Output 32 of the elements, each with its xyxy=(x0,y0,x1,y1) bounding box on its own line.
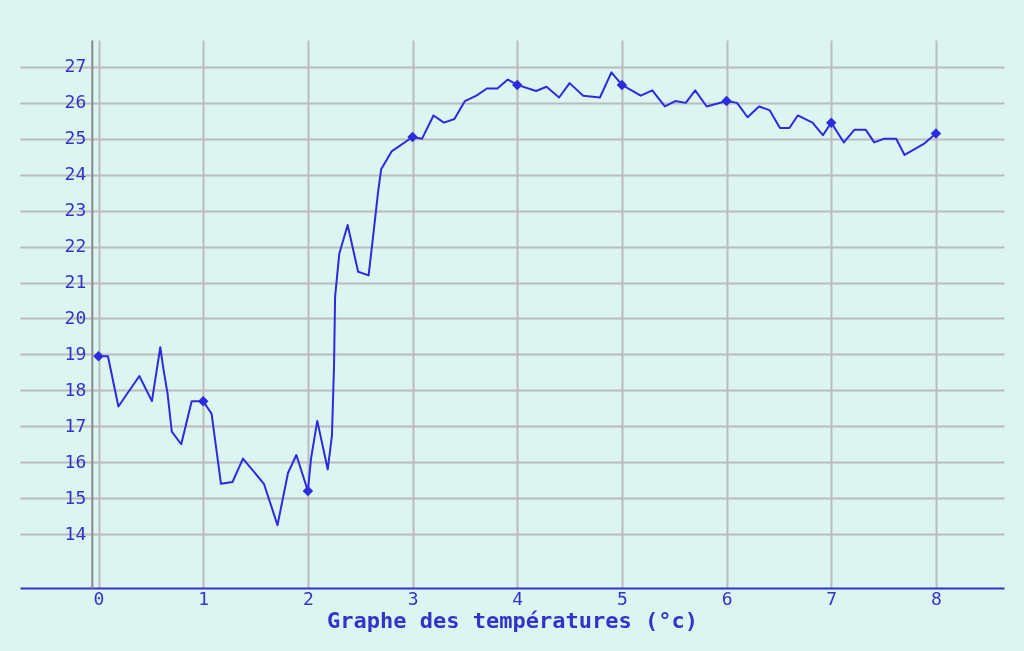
x-tick-label: 8 xyxy=(931,587,942,609)
y-tick-label: 25 xyxy=(64,127,87,149)
point xyxy=(930,128,942,139)
y-tick-label: 22 xyxy=(64,235,87,257)
y-tick-label: 18 xyxy=(64,378,87,400)
y-tick-label: 21 xyxy=(64,271,87,293)
y-tick-label: 26 xyxy=(64,91,87,113)
x-tick-label: 3 xyxy=(407,587,419,609)
x-tick-label: 6 xyxy=(721,587,733,609)
point xyxy=(616,79,628,91)
y-tick-label: 19 xyxy=(64,342,87,364)
point xyxy=(826,117,837,128)
y-tick-label: 23 xyxy=(64,199,87,221)
point xyxy=(511,79,523,91)
x-tick-label: 4 xyxy=(512,587,524,609)
y-tick-label: 17 xyxy=(64,414,87,436)
x-tick-label: 5 xyxy=(616,587,628,609)
y-tick-label: 16 xyxy=(64,450,87,472)
y-tick-label: 27 xyxy=(64,55,87,77)
point xyxy=(407,131,418,143)
y-tick-label: 15 xyxy=(64,486,87,508)
x-axis-title: Graphe des températures (°c) xyxy=(327,607,698,633)
y-tick-label: 14 xyxy=(64,522,87,544)
x-tick-label: 0 xyxy=(93,587,105,609)
y-tick-label: 20 xyxy=(64,306,87,328)
x-tick-label: 2 xyxy=(302,587,314,609)
x-tick-label: 7 xyxy=(826,587,838,609)
point xyxy=(721,95,732,107)
x-tick-label: 1 xyxy=(198,587,210,609)
y-tick-label: 24 xyxy=(64,163,87,185)
point xyxy=(93,350,104,362)
point xyxy=(197,395,209,407)
